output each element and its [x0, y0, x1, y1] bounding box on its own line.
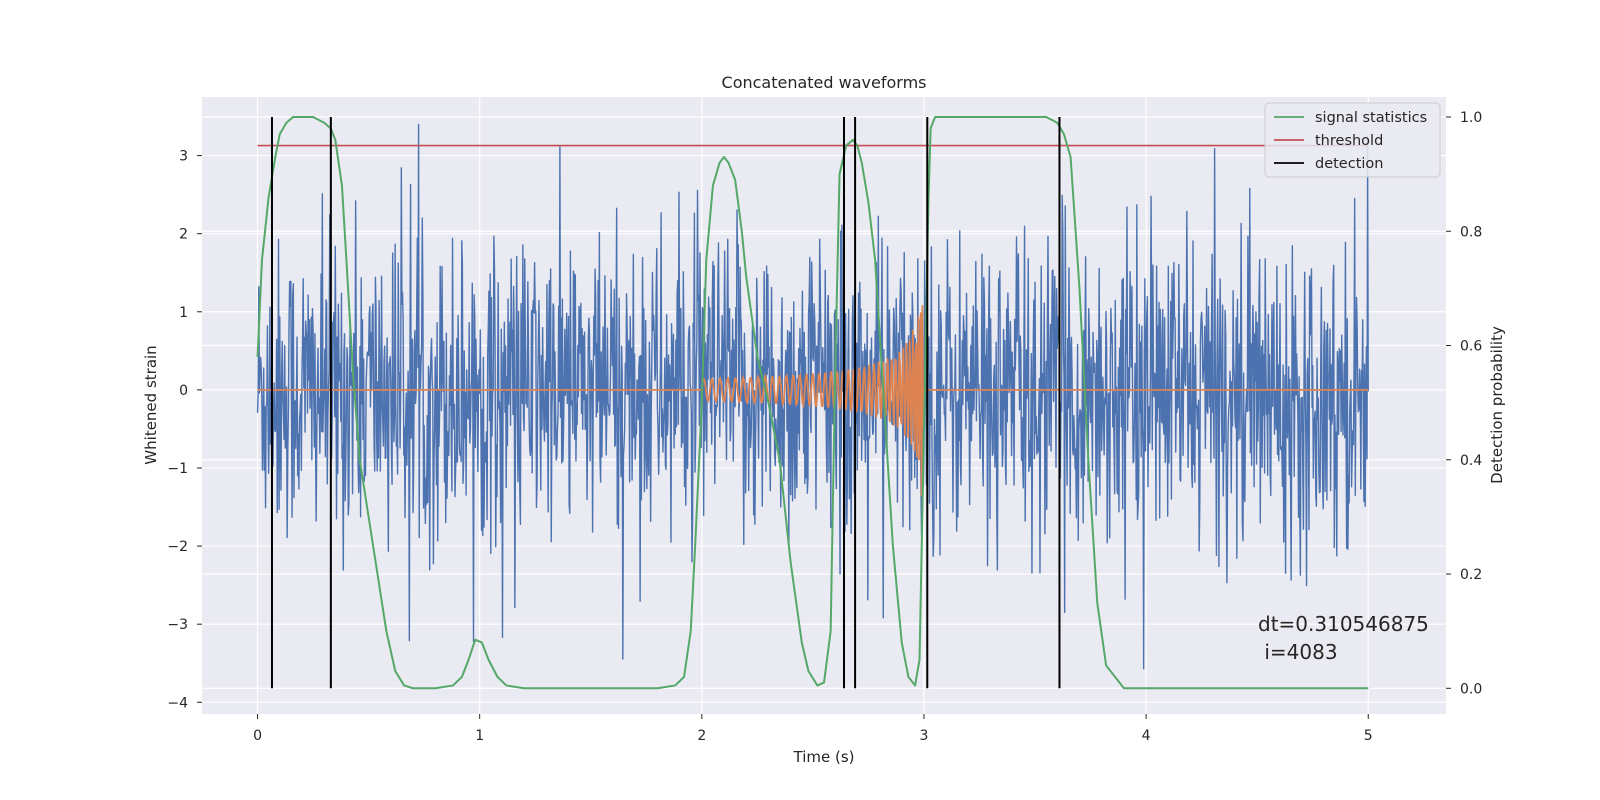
chirp-template-line [257, 305, 1369, 496]
y2-tick-label: 0.4 [1460, 453, 1482, 469]
legend-label-signal-statistics: signal statistics [1315, 110, 1427, 126]
signal-statistics-line [256, 116, 1369, 690]
y2-tick-label: 0.6 [1460, 339, 1482, 355]
x-tick-label: 3 [920, 728, 929, 744]
annotation-i: i=4083 [1258, 640, 1338, 664]
axis-ticks: 0 1 2 3 4 5 −4 −3 −2 −1 0 1 2 3 0.0 0.2 0.4 0.6 0.8 1.0 [167, 110, 1482, 744]
legend-box [1264, 102, 1441, 178]
x-axis-label: Time (s) [793, 748, 855, 766]
y-tick-label: 2 [179, 227, 188, 243]
x-tick-label: 1 [475, 728, 484, 744]
strain-noise-line [256, 123, 1369, 670]
x-tick-label: 5 [1364, 728, 1373, 744]
y2-tick-label: 0.0 [1460, 681, 1482, 697]
x-tick-label: 4 [1142, 728, 1151, 744]
annotation-dt: dt=0.310546875 [1258, 612, 1429, 636]
y-axis-label: Whitened strain [142, 345, 160, 464]
legend-label-detection: detection [1315, 156, 1383, 172]
x-tick-label: 2 [697, 728, 706, 744]
y-tick-label: −4 [167, 695, 188, 711]
legend-label-threshold: threshold [1315, 133, 1383, 149]
chart-title: Concatenated waveforms [722, 73, 927, 92]
y2-tick-label: 0.8 [1460, 224, 1482, 240]
annotation: dt=0.310546875 i=4083 [1258, 612, 1429, 664]
y-tick-label: 0 [179, 383, 188, 399]
legend: signal statistics threshold detection [1264, 102, 1441, 178]
y-tick-label: −3 [167, 617, 188, 633]
y-tick-label: −1 [167, 461, 188, 477]
y2-axis-label: Detection probability [1488, 326, 1506, 484]
y-tick-label: 3 [179, 149, 188, 165]
y-tick-label: 1 [179, 305, 188, 321]
y2-tick-label: 0.2 [1460, 567, 1482, 583]
y-tick-label: −2 [167, 539, 188, 555]
data-layer [256, 116, 1369, 690]
x-tick-label: 0 [253, 728, 262, 744]
y2-tick-label: 1.0 [1460, 110, 1482, 126]
